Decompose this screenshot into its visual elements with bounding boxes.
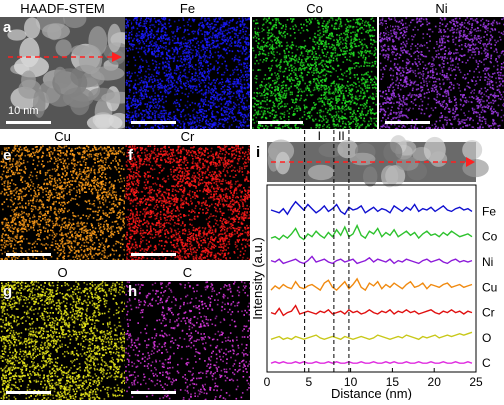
element-map-speckle <box>252 17 377 129</box>
element-map-speckle <box>125 145 250 260</box>
element-map-speckle <box>125 281 250 400</box>
cr-map: f <box>125 145 250 260</box>
scale-bar <box>131 121 176 124</box>
panel-e-letter: e <box>3 147 11 164</box>
series-label-c: C <box>482 356 491 370</box>
x-tick-label: 25 <box>469 375 483 389</box>
series-label-co: Co <box>482 230 498 244</box>
haadf-stem-image: a 10 nm <box>0 17 125 129</box>
series-label-cu: Cu <box>482 280 497 294</box>
region-label-2: II <box>338 130 345 143</box>
panel-a-letter: a <box>3 19 11 36</box>
strip-grain <box>381 165 398 187</box>
strip-grain <box>363 166 377 186</box>
plot-frame <box>267 185 476 372</box>
scale-bar <box>6 253 51 256</box>
series-line-co <box>271 226 472 240</box>
co-map: c <box>252 17 377 129</box>
series-label-fe: Fe <box>482 204 496 218</box>
scale-bar-label: 10 nm <box>8 105 39 117</box>
panel-f-letter: f <box>128 147 133 164</box>
strip-grain <box>430 151 447 167</box>
panel-d-title: Ni <box>379 1 504 16</box>
panel-g-title: O <box>0 265 125 280</box>
strip-grain <box>462 140 482 160</box>
series-line-c <box>271 362 472 363</box>
scale-bar <box>6 391 51 394</box>
scale-bar <box>6 121 51 124</box>
scale-bar <box>258 121 303 124</box>
series-line-ni <box>271 256 472 263</box>
series-line-cu <box>271 279 472 290</box>
o-map: g <box>0 281 125 400</box>
x-tick-label: 20 <box>428 375 442 389</box>
scale-bar <box>131 391 176 394</box>
ni-map: d <box>379 17 504 129</box>
c-map: h <box>125 281 250 400</box>
x-axis-label: Distance (nm) <box>331 386 412 400</box>
region-label-1: I <box>318 130 321 143</box>
series-label-ni: Ni <box>482 255 493 269</box>
series-label-cr: Cr <box>482 306 495 320</box>
series-line-cr <box>271 306 472 316</box>
element-map-speckle <box>379 17 504 129</box>
series-line-o <box>271 332 472 339</box>
panel-b-letter: b <box>128 19 137 36</box>
panel-h-title: C <box>125 265 250 280</box>
element-map-speckle <box>0 281 125 400</box>
series-label-o: O <box>482 331 491 345</box>
panel-i-letter: i <box>256 144 260 161</box>
cu-map: e <box>0 145 125 260</box>
panel-e-title: Cu <box>0 129 125 144</box>
element-map-speckle <box>125 17 250 129</box>
panel-h-letter: h <box>128 283 137 300</box>
strip-grain <box>350 153 376 166</box>
panel-a-title: HAADF-STEM <box>0 1 125 16</box>
element-map-speckle <box>0 145 125 260</box>
scale-bar <box>131 253 176 256</box>
x-tick-label: 5 <box>305 375 312 389</box>
strip-grain <box>383 142 402 163</box>
series-line-fe <box>271 202 472 215</box>
panel-c-title: Co <box>252 1 377 16</box>
strip-grain <box>276 152 291 175</box>
panel-d-letter: d <box>382 19 391 36</box>
fe-map: b <box>125 17 250 129</box>
panel-g-letter: g <box>3 283 12 300</box>
strip-grain <box>308 165 334 180</box>
panel-f-title: Cr <box>125 129 250 144</box>
panel-c-letter: c <box>255 19 263 36</box>
x-tick-label: 0 <box>264 375 271 389</box>
y-axis-label: Intensity (a.u.) <box>250 237 265 319</box>
scale-bar <box>385 121 430 124</box>
panel-b-title: Fe <box>125 1 250 16</box>
